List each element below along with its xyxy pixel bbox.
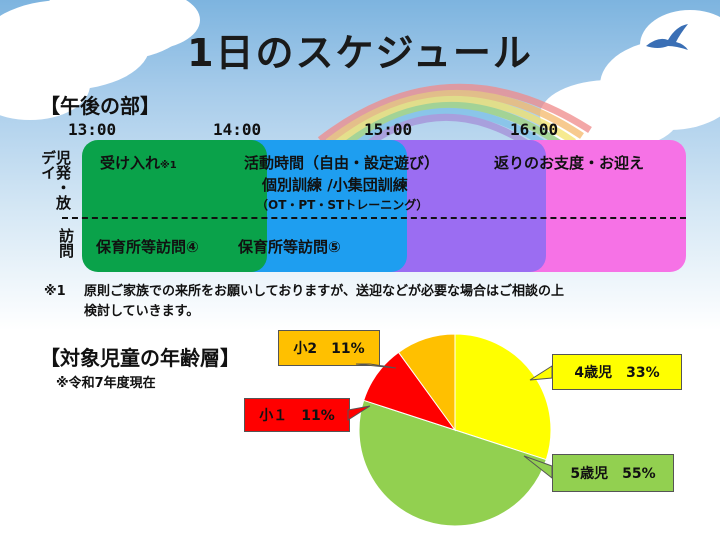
rainbow-illustration <box>317 84 592 140</box>
row-label-jihatsu: 児発・放デイ <box>39 150 72 210</box>
block-text-ukeire: 受け入れ※1 <box>100 154 177 172</box>
time-label-1600: 16:00 <box>510 120 559 139</box>
block-text-pickup: 返りのお支度・お迎え <box>494 154 645 172</box>
row-divider <box>62 217 686 219</box>
footnote-line-1: 原則ご家族での来所をお願いしておりますが、送迎などが必要な場合はご相談の上 <box>84 284 564 299</box>
afternoon-heading: 【午後の部】 <box>40 94 160 118</box>
block-text-training: 個別訓練 /小集団訓練 <box>262 176 408 194</box>
row-label-houmon: 訪問 <box>57 228 75 258</box>
block-text-therapy: （OT・PT・STトレーニング） <box>256 198 429 212</box>
age-note: ※令和7年度現在 <box>56 376 156 391</box>
age-heading: 【対象児童の年齢層】 <box>40 346 240 370</box>
time-label-1400: 14:00 <box>213 120 262 139</box>
bird-icon <box>646 24 688 50</box>
block-text-visit-5: 保育所等訪問⑤ <box>238 238 341 256</box>
callout-sho2: 小2 11% <box>278 330 380 366</box>
block-text-visit-4: 保育所等訪問④ <box>96 238 199 256</box>
footnote-mark: ※1 <box>44 284 66 299</box>
callout-sho1: 小１ 11% <box>244 398 350 432</box>
time-label-1300: 13:00 <box>68 120 117 139</box>
pie-slice-sho2 <box>397 333 456 432</box>
page-title: 1日のスケジュール <box>187 31 533 75</box>
block-text-activity: 活動時間（自由・設定遊び） <box>244 154 440 172</box>
block-green <box>82 140 267 272</box>
footnote-line-2: 検討していきます。 <box>84 304 200 319</box>
callout-age4: 4歳児 33% <box>552 354 682 390</box>
pie-slice-age4 <box>454 333 552 461</box>
time-label-1500: 15:00 <box>364 120 413 139</box>
age-pie-chart <box>358 333 552 527</box>
pie-slice-age5 <box>358 399 547 527</box>
callout-age5: 5歳児 55% <box>552 454 674 492</box>
